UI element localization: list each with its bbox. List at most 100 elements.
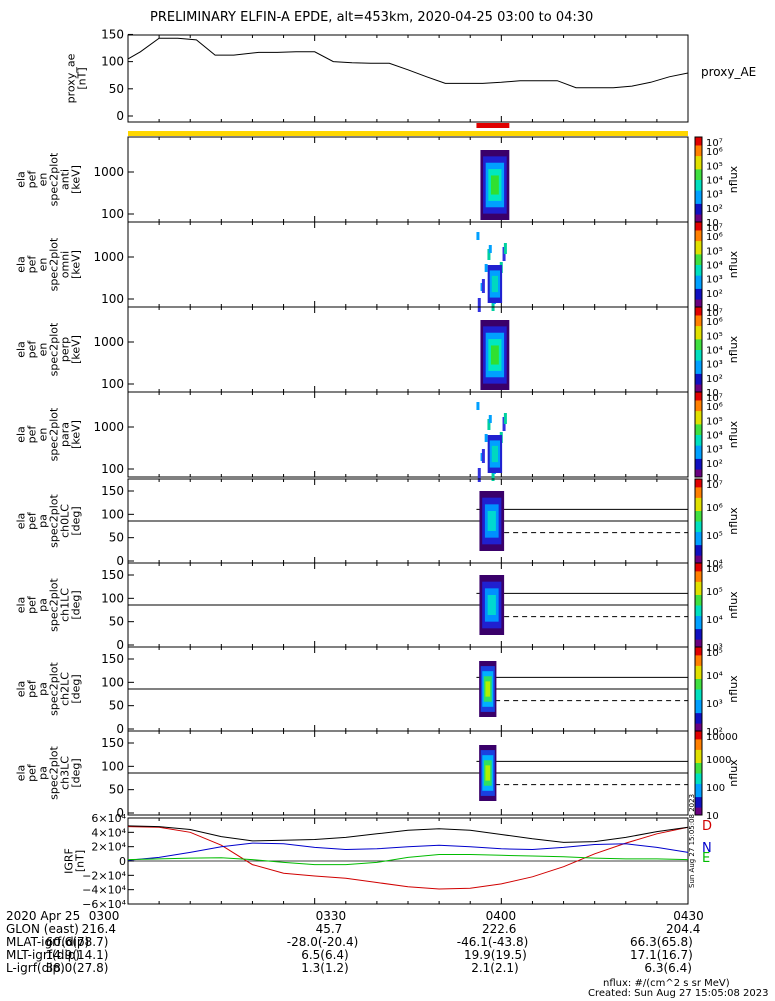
colorbar-cell (695, 330, 702, 335)
colorbar-cell (695, 195, 702, 199)
colorbar-cell (695, 314, 702, 319)
footer-units: nflux: #/(cm^2 s sr MeV) (603, 978, 730, 989)
colorbar-cell (695, 807, 702, 811)
colorbar-cell (695, 479, 702, 483)
energy-panel-ylabel-line: spec2plot (48, 407, 61, 461)
colorbar-cell (695, 394, 702, 398)
colorbar-cell (695, 155, 702, 159)
colorbar-cell (695, 352, 702, 356)
spectrogram-cell (476, 232, 480, 240)
spectrogram-blob (491, 445, 498, 463)
energy-panel-frame (127, 136, 689, 223)
colorbar-cell (695, 405, 702, 409)
energy-panel-ylabel-line: [keV] (70, 420, 83, 449)
colorbar-cell (695, 681, 702, 685)
colorbar-cell (695, 283, 702, 287)
colorbar-cell (695, 243, 702, 247)
colorbar-cell (695, 626, 702, 630)
colorbar-cell (695, 259, 702, 263)
colorbar-cell (695, 192, 702, 196)
spectrogram-cell (491, 470, 495, 481)
colorbar-tick-label: 10⁷ (706, 480, 723, 491)
colorbar-cell (695, 741, 702, 745)
pitch-angle-blob (487, 511, 496, 531)
colorbar-cell (695, 397, 702, 401)
colorbar-cell (695, 293, 702, 297)
colorbar-cell (695, 500, 702, 504)
y-tick-label: 150 (101, 652, 124, 666)
colorbar-tick-label: 10² (706, 204, 723, 215)
colorbar-cell (695, 486, 702, 490)
colorbar-cell (695, 399, 702, 404)
pitch-angle-panel-ylabel-line: ch0LC (59, 504, 72, 538)
y-tick-label: 0 (116, 109, 124, 123)
colorbar-cell (695, 796, 702, 800)
ephemeris-value: -46.1(-43.8) (456, 935, 529, 949)
colorbar-cell (695, 628, 702, 632)
energy-panel-ylabel-line: en (37, 173, 50, 187)
colorbar-cell (695, 184, 702, 188)
colorbar-tick-label: 10 (706, 811, 719, 822)
colorbar-cell (695, 744, 702, 748)
pitch-angle-blob (485, 681, 491, 697)
energy-panel-ylabel-line: ela (15, 171, 28, 188)
colorbar-cell (695, 720, 702, 724)
colorbar-cell (695, 296, 702, 300)
colorbar-cell (695, 439, 702, 443)
colorbar-cell (695, 639, 702, 643)
colorbar-cell (695, 370, 702, 374)
colorbar-cell (695, 586, 702, 590)
colorbar-tick-label: 10³ (706, 190, 723, 201)
colorbar-cell (695, 208, 702, 212)
colorbar-tick-label: 10⁵ (706, 416, 723, 427)
colorbar-cell (695, 809, 702, 813)
colorbar-cell (695, 421, 702, 425)
colorbar-tick-label: 10⁷ (706, 308, 723, 319)
colorbar-cell (695, 362, 702, 366)
colorbar-cell (695, 594, 702, 598)
colorbar-cell (695, 328, 702, 332)
energy-panel-ylabel-line: ela (15, 341, 28, 358)
ephemeris-row-label: 2020 Apr 25 (6, 909, 81, 923)
colorbar-cell (695, 256, 702, 260)
colorbar-cell (695, 216, 702, 220)
colorbar-cell (695, 502, 702, 506)
colorbar-tick-label: 10⁶ (706, 232, 723, 243)
colorbar-cell (695, 560, 702, 564)
spectrogram-cell (484, 264, 488, 272)
energy-panel-ylabel-line: [keV] (70, 250, 83, 279)
colorbar-cell (695, 736, 702, 740)
colorbar-label: nflux (727, 250, 740, 278)
colorbar-cell (695, 765, 702, 769)
spectrogram-cell (491, 300, 495, 311)
science-zone-bar (476, 123, 510, 128)
colorbar-tick-label: 1000 (706, 755, 731, 766)
y-tick-label: 150 (101, 736, 124, 750)
colorbar-cell (695, 357, 702, 361)
y-tick-label: −4×10⁴ (82, 884, 126, 897)
colorbar-cell (695, 778, 702, 782)
colorbar-tick-label: 10² (706, 289, 723, 300)
colorbar-cell (695, 413, 702, 417)
colorbar-cell (695, 160, 702, 165)
colorbar-cell (695, 418, 702, 422)
colorbar-tick-label: 10⁶ (706, 564, 723, 575)
y-tick-label: −6×10⁴ (82, 898, 126, 911)
colorbar-cell (695, 812, 702, 816)
colorbar-label: nflux (727, 759, 740, 787)
y-tick-label: 0 (116, 638, 124, 652)
energy-panel-ylabel-line: perp (59, 337, 72, 362)
ephemeris-value: 0400 (485, 909, 517, 923)
colorbar-cell (695, 652, 702, 656)
colorbar-cell (695, 474, 702, 478)
colorbar-cell (695, 762, 702, 766)
orbit-bar (128, 131, 688, 136)
y-tick-label: 100 (101, 377, 124, 391)
pitch-angle-colorbar-frame (694, 730, 703, 816)
colorbar-cell (695, 675, 702, 679)
colorbar-cell (695, 481, 702, 485)
colorbar-cell (695, 275, 702, 279)
colorbar-cell (695, 544, 702, 548)
y-tick-label: 150 (101, 27, 124, 41)
y-tick-label: 1000 (93, 420, 124, 434)
